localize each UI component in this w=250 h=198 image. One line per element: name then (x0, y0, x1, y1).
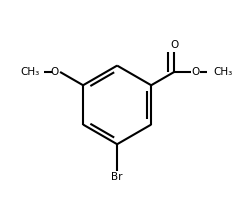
Text: O: O (170, 40, 178, 50)
Text: CH₃: CH₃ (20, 67, 40, 77)
Text: Br: Br (112, 172, 123, 182)
Text: O: O (192, 67, 200, 77)
Text: O: O (51, 67, 59, 77)
Text: CH₃: CH₃ (213, 67, 232, 77)
